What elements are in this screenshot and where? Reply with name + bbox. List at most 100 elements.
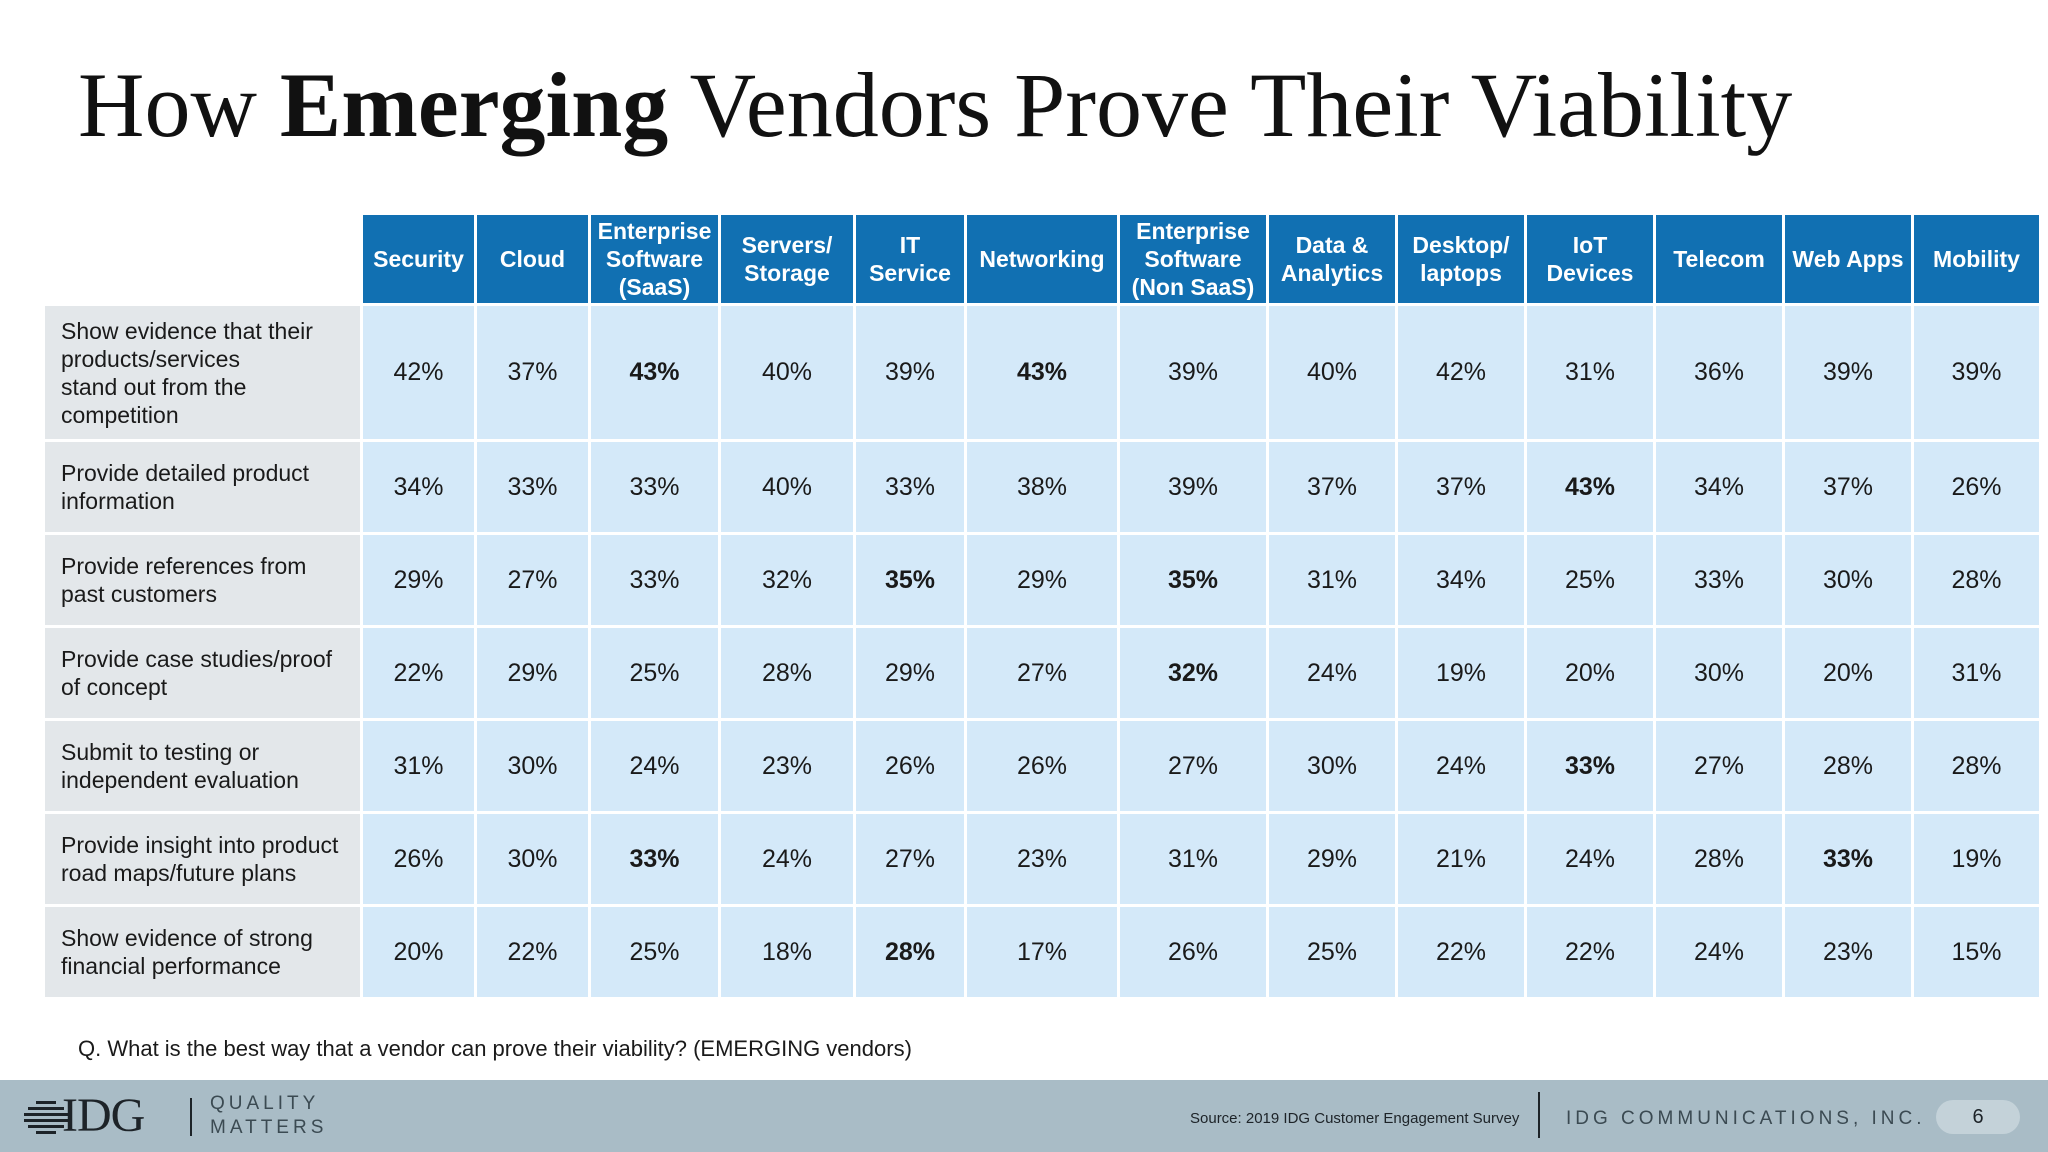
table-cell: 31% (1914, 628, 2039, 718)
column-header-line: Software (1144, 246, 1242, 272)
tagline-line: QUALITY (210, 1093, 320, 1114)
table-cell: 30% (1785, 535, 1911, 625)
row-label: Provide case studies/proof of concept (45, 628, 360, 718)
table-cell: 22% (1527, 907, 1653, 997)
column-header-line: laptops (1420, 260, 1502, 286)
table-cell: 20% (1785, 628, 1911, 718)
table-cell: 33% (591, 442, 718, 532)
table-cell: 32% (1120, 628, 1266, 718)
table-cell: 27% (477, 535, 588, 625)
table-cell: 40% (1269, 306, 1395, 439)
table-cell: 42% (363, 306, 474, 439)
table-cell: 28% (1656, 814, 1782, 904)
table-cell: 33% (856, 442, 964, 532)
table-cell: 38% (967, 442, 1117, 532)
table-cell: 26% (967, 721, 1117, 811)
column-header: Telecom (1656, 215, 1782, 303)
table-cell: 25% (1527, 535, 1653, 625)
table-cell: 23% (721, 721, 853, 811)
column-header-line: Enterprise (1136, 218, 1250, 244)
table-cell: 26% (856, 721, 964, 811)
column-header-line: IT (899, 232, 921, 258)
table-cell: 23% (967, 814, 1117, 904)
table-cell: 27% (1656, 721, 1782, 811)
column-header-line: Devices (1546, 260, 1634, 286)
table-cell: 28% (1785, 721, 1911, 811)
column-header: IT Service (856, 215, 964, 303)
table-cell: 31% (363, 721, 474, 811)
column-header-line: Service (869, 260, 951, 286)
table-cell: 20% (1527, 628, 1653, 718)
column-header: Enterprise Software (SaaS) (591, 215, 718, 303)
row-label: Show evidence that their products/service… (45, 306, 360, 439)
column-header-line: Telecom (1673, 246, 1765, 272)
table-cell: 37% (477, 306, 588, 439)
row-label-line: financial performance (61, 953, 281, 979)
table-cell: 37% (1785, 442, 1911, 532)
table-cell: 28% (1914, 535, 2039, 625)
table-cell: 34% (1656, 442, 1782, 532)
table-cell: 37% (1269, 442, 1395, 532)
title-emphasis: Emerging (279, 54, 669, 156)
column-header-line: IoT (1572, 232, 1608, 258)
table-cell: 27% (1120, 721, 1266, 811)
table-cell: 19% (1398, 628, 1524, 718)
table-cell: 40% (721, 442, 853, 532)
table-cell: 33% (1656, 535, 1782, 625)
table-cell: 37% (1398, 442, 1524, 532)
page-number: 6 (1936, 1100, 2020, 1134)
table-corner (45, 215, 360, 303)
source-note: Source: 2019 IDG Customer Engagement Sur… (1190, 1110, 1520, 1127)
table-cell: 30% (1656, 628, 1782, 718)
title-suffix: Vendors Prove Their Viability (668, 54, 1793, 156)
table-cell: 15% (1914, 907, 2039, 997)
table-cell: 28% (856, 907, 964, 997)
table-row: Show evidence of strong financial perform… (45, 907, 2039, 997)
column-header: Enterprise Software (Non SaaS) (1120, 215, 1266, 303)
table-cell: 43% (967, 306, 1117, 439)
row-label-line: Submit to testing or (61, 739, 260, 765)
table-cell: 22% (1398, 907, 1524, 997)
column-header-line: Analytics (1280, 260, 1384, 286)
column-header-line: Web Apps (1792, 246, 1904, 272)
column-header-line: Security (373, 246, 464, 272)
table-cell: 35% (856, 535, 964, 625)
table-cell: 27% (856, 814, 964, 904)
title-prefix: How (78, 54, 280, 156)
table-cell: 24% (721, 814, 853, 904)
table-cell: 22% (363, 628, 474, 718)
column-header-line: Storage (744, 260, 830, 286)
row-label-line: products/services (61, 345, 240, 372)
table-cell: 29% (1269, 814, 1395, 904)
column-header: IoT Devices (1527, 215, 1653, 303)
column-header: Servers/Storage (721, 215, 853, 303)
column-header: Web Apps (1785, 215, 1911, 303)
row-label-line: road maps/future plans (61, 860, 297, 886)
company-name: IDG COMMUNICATIONS, INC. (1566, 1108, 1926, 1129)
table-cell: 39% (1120, 306, 1266, 439)
column-header: Mobility (1914, 215, 2039, 303)
table-cell: 27% (967, 628, 1117, 718)
column-header: Cloud (477, 215, 588, 303)
table-cell: 33% (591, 814, 718, 904)
table-cell: 29% (477, 628, 588, 718)
table-cell: 28% (721, 628, 853, 718)
column-header: Desktop/laptops (1398, 215, 1524, 303)
idg-globe-icon (24, 1101, 68, 1134)
table-cell: 36% (1656, 306, 1782, 439)
table-row: Provide references from past customers 29%… (45, 535, 2039, 625)
row-label: Show evidence of strong financial perform… (45, 907, 360, 997)
table-cell: 30% (477, 814, 588, 904)
column-header: Data & Analytics (1269, 215, 1395, 303)
table-row: Show evidence that their products/service… (45, 306, 2039, 439)
column-header-line: Servers/ (741, 232, 833, 258)
row-label-line: stand out from the (61, 373, 247, 400)
row-label: Provide detailed product information (45, 442, 360, 532)
row-label-line: past customers (61, 581, 217, 607)
table-row: Provide case studies/proof of concept 22% 2… (45, 628, 2039, 718)
table-cell: 39% (1785, 306, 1911, 439)
row-label-line: Provide references from (61, 553, 307, 579)
table-cell: 18% (721, 907, 853, 997)
table-cell: 33% (1527, 721, 1653, 811)
column-header: Security (363, 215, 474, 303)
